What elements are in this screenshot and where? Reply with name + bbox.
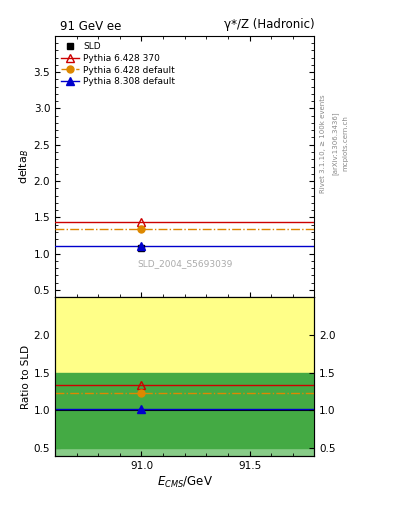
Bar [55, 297, 314, 373]
Text: [arXiv:1306.3436]: [arXiv:1306.3436] [332, 112, 339, 175]
Text: mcplots.cern.ch: mcplots.cern.ch [343, 115, 349, 172]
Y-axis label: delta$_B$: delta$_B$ [17, 149, 31, 184]
Y-axis label: Ratio to SLD: Ratio to SLD [21, 345, 31, 409]
Text: Rivet 3.1.10, ≥ 100k events: Rivet 3.1.10, ≥ 100k events [320, 94, 326, 193]
X-axis label: $E_{CMS}$/GeV: $E_{CMS}$/GeV [157, 475, 213, 490]
Legend: SLD, Pythia 6.428 370, Pythia 6.428 default, Pythia 8.308 default: SLD, Pythia 6.428 370, Pythia 6.428 defa… [59, 40, 177, 88]
Text: γ*/Z (Hadronic): γ*/Z (Hadronic) [224, 17, 314, 31]
Text: SLD_2004_S5693039: SLD_2004_S5693039 [137, 259, 232, 268]
Bar [55, 373, 314, 448]
Bar [55, 297, 314, 456]
Text: 91 GeV ee: 91 GeV ee [60, 20, 121, 33]
